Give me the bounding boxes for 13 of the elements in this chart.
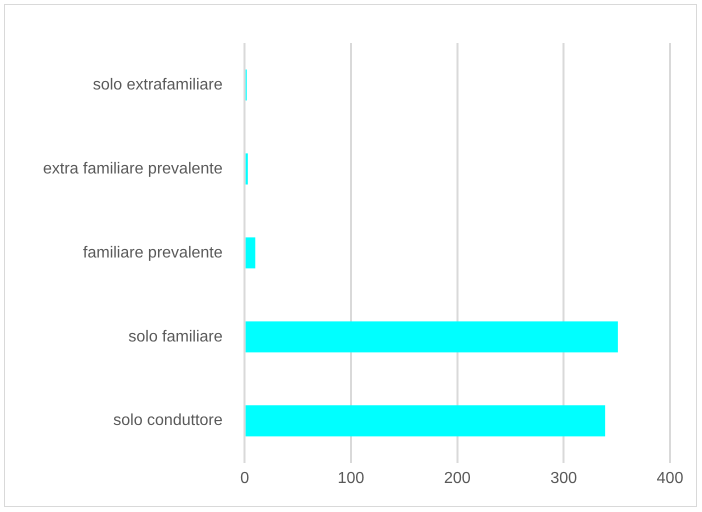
bar — [246, 237, 256, 268]
bar — [246, 405, 606, 436]
y-tick-label: solo conduttore — [113, 412, 223, 430]
x-tick-label: 400 — [656, 470, 684, 487]
x-tick-label: 100 — [338, 470, 364, 487]
y-tick-label: solo extrafamiliare — [92, 76, 223, 94]
y-tick-label: extra familiare prevalente — [43, 160, 223, 178]
x-tick-label: 300 — [550, 470, 578, 487]
y-tick-label: solo familiare — [128, 328, 223, 346]
x-tick-label: 200 — [444, 470, 471, 487]
x-tick-label: 0 — [240, 470, 250, 487]
y-tick-label: familiare prevalente — [83, 244, 223, 262]
bar — [246, 321, 618, 352]
